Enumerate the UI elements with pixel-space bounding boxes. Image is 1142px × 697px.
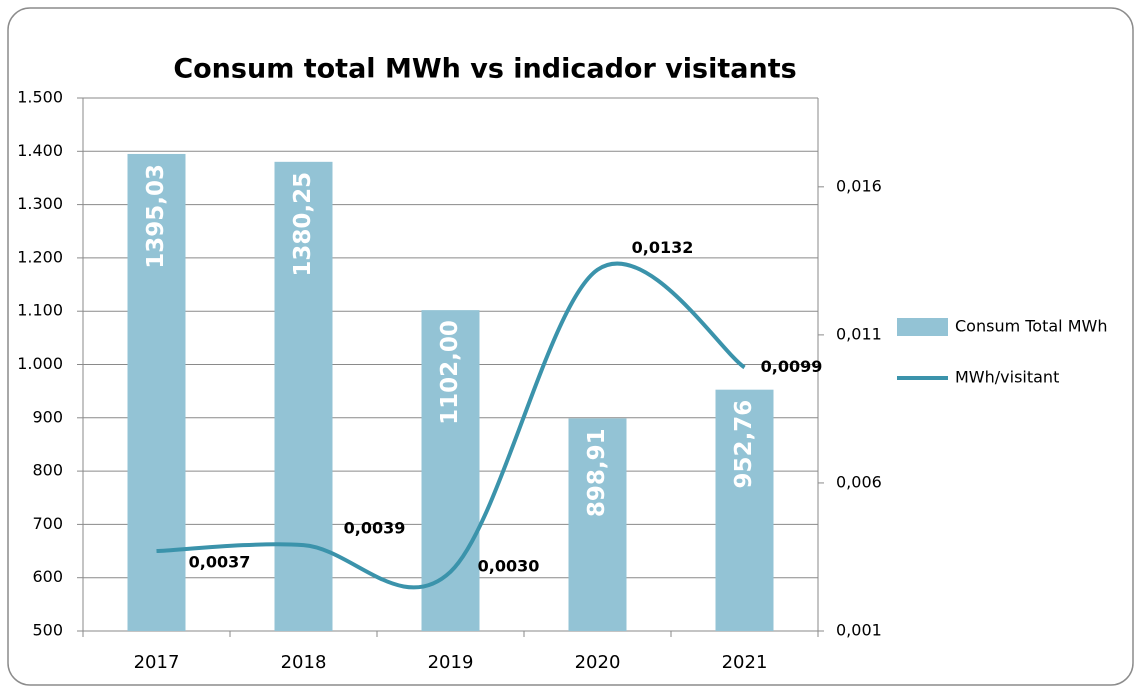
y-tick-label: 1.100 [17,301,63,320]
line-value-label: 0,0037 [189,553,251,572]
y-tick-label: 600 [32,567,63,586]
x-tick-label: 2020 [575,652,621,673]
y-tick-label: 700 [32,514,63,533]
line-value-label: 0,0099 [761,357,823,376]
y-tick-label: 1.300 [17,194,63,213]
y-tick-label: 1.400 [17,141,63,160]
y-tick-label: 1.000 [17,354,63,373]
line-value-label: 0,0132 [632,238,694,257]
y-tick-label: 1.500 [17,88,63,107]
line-value-label: 0,0039 [344,519,406,538]
line [156,261,746,590]
x-tick-label: 2018 [281,652,327,673]
y2-tick-label: 0,016 [836,176,882,195]
bar [568,418,627,631]
bar-value-label: 1380,25 [290,172,316,277]
y-tick-label: 900 [32,407,63,426]
bar [421,310,480,631]
bar-value-label: 898,91 [584,428,610,517]
bar-value-label: 1102,00 [437,320,463,425]
y-tick-label: 1.200 [17,247,63,266]
y-tick-label: 500 [32,621,63,640]
y-tick-label: 800 [32,461,63,480]
bar-value-label: 952,76 [731,400,757,489]
chart-title: Consum total MWh vs indicador visitants [173,54,796,85]
legend-label: Consum Total MWh [955,317,1107,336]
legend-swatch [897,318,948,336]
y2-tick-label: 0,001 [836,621,882,640]
x-tick-label: 2021 [722,652,768,673]
y2-tick-label: 0,011 [836,324,882,343]
line-value-label: 0,0030 [478,556,540,575]
y2-tick-label: 0,006 [836,472,882,491]
legend-label: MWh/visitant [955,368,1059,387]
bar [274,161,333,631]
x-tick-label: 2017 [134,652,180,673]
x-tick-label: 2019 [428,652,474,673]
bar [715,389,774,631]
bar-value-label: 1395,03 [143,164,169,269]
